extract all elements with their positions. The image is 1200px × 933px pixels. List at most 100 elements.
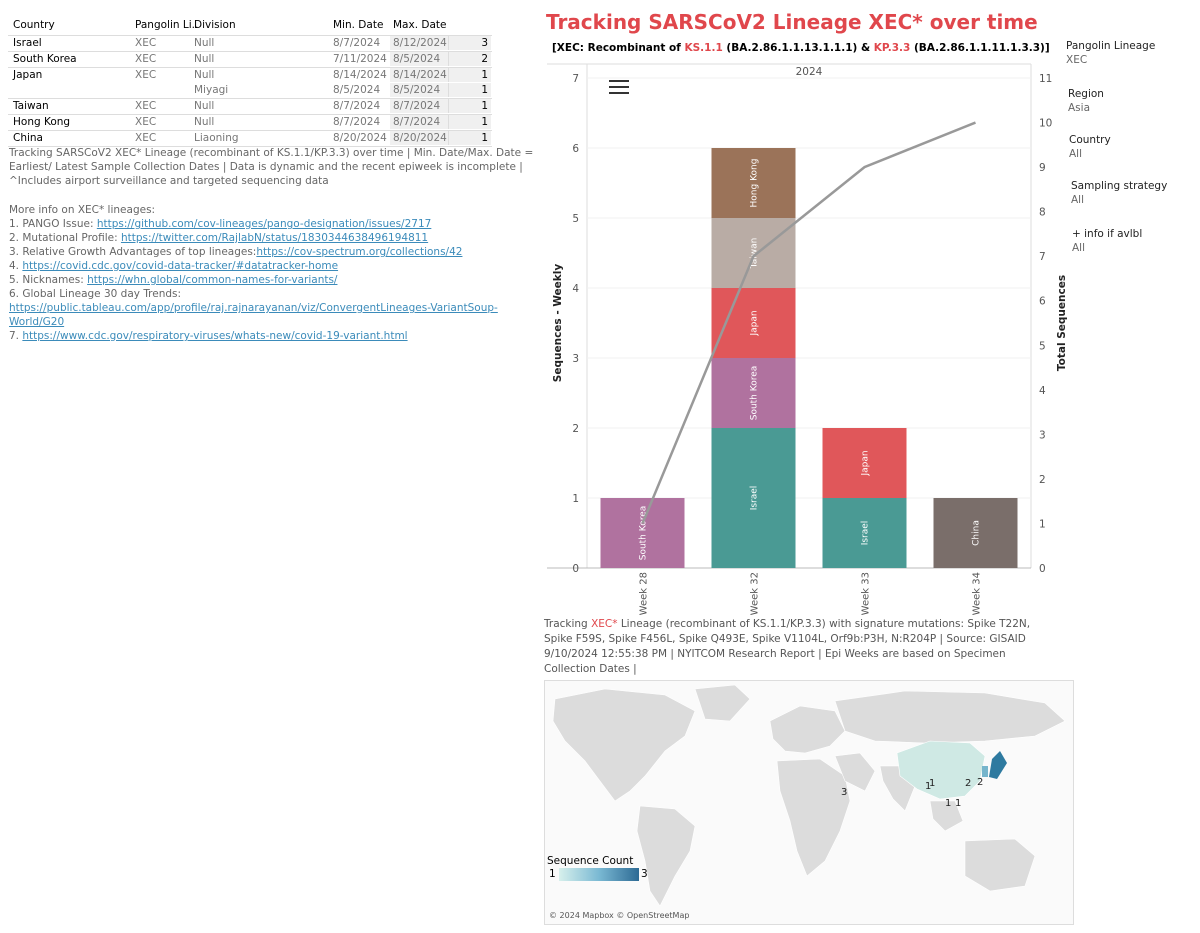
filter-value[interactable]: All	[1069, 148, 1083, 160]
table-row[interactable]: Hong Kong XEC Null 8/7/2024 8/7/2024 1	[8, 115, 492, 131]
item-link[interactable]: https://covid.cdc.gov/covid-data-tracker…	[22, 260, 339, 272]
map-attribution[interactable]: © 2024 Mapbox © OpenStreetMap	[549, 911, 690, 920]
row-max-date: 8/5/2024	[393, 84, 441, 96]
max-date-bg	[390, 115, 448, 129]
bar-segment[interactable]	[822, 428, 907, 498]
world-map-svg: 132 21 11	[552, 684, 1066, 907]
item-link[interactable]: https://public.tableau.com/app/profile/r…	[9, 302, 498, 328]
highlight-japan	[989, 751, 1007, 779]
y2-tick-label: 7	[1039, 251, 1046, 263]
footer-pre: Tracking	[544, 618, 592, 630]
subtitle-ks: KS.1.1	[684, 42, 723, 54]
bar-segment[interactable]	[711, 358, 796, 428]
bar-segment[interactable]	[933, 498, 1018, 568]
filter-4[interactable]: + info if avlbl All	[1072, 228, 1142, 254]
table-row[interactable]: South Korea XEC Null 7/11/2024 8/5/2024 2	[8, 52, 492, 68]
filter-label: Country	[1069, 134, 1111, 146]
row-division: Null	[194, 53, 215, 65]
item-link[interactable]: https://github.com/cov-lineages/pango-de…	[96, 218, 432, 230]
row-min-date: 8/7/2024	[333, 100, 381, 112]
item-link[interactable]: https://cov-spectrum.org/collections/42	[256, 246, 463, 258]
map-count-label: 3	[841, 787, 847, 798]
more-info-item: 2. Mutational Profile: https://twitter.c…	[9, 231, 534, 245]
y2-tick-label: 6	[1039, 296, 1046, 308]
table-row[interactable]: Israel XEC Null 8/7/2024 8/12/2024 3	[8, 36, 492, 52]
landmass-russia	[834, 690, 1066, 744]
bar-segment-label: China	[972, 520, 982, 546]
row-division: Null	[194, 116, 215, 128]
bar-segment[interactable]	[711, 218, 796, 288]
col-division[interactable]: Division	[194, 19, 236, 31]
row-max-date: 8/5/2024	[393, 53, 441, 65]
filter-value[interactable]: All	[1071, 194, 1085, 206]
col-max-date[interactable]: Max. Date	[393, 19, 447, 31]
y-tick-label: 0	[572, 563, 579, 575]
legend-min: 1	[549, 868, 556, 880]
row-min-date: 8/14/2024	[333, 69, 387, 81]
row-max-date: 8/7/2024	[393, 116, 441, 128]
bar-segment[interactable]	[711, 428, 796, 568]
bar-segment-label: Taiwan	[750, 238, 760, 270]
menu-icon[interactable]	[609, 80, 629, 82]
table-row[interactable]: China XEC Liaoning 8/20/2024 8/20/2024 1	[8, 131, 492, 147]
legend-max: 3	[641, 868, 648, 880]
item-prefix: 1. PANGO Issue:	[9, 218, 97, 230]
filter-0[interactable]: Pangolin Lineage XEC	[1066, 40, 1155, 66]
bar-segment-label: Israel	[750, 486, 760, 511]
bar-segment-label: Israel	[861, 521, 871, 546]
filter-value[interactable]: XEC	[1066, 54, 1088, 66]
item-prefix: 4.	[9, 260, 23, 272]
item-prefix: 2. Mutational Profile:	[9, 232, 121, 244]
table-row[interactable]: Japan XEC Null 8/14/2024 8/14/2024 1	[8, 68, 492, 83]
total-sequences-line[interactable]	[641, 121, 976, 524]
row-division: Null	[194, 100, 215, 112]
col-min-date[interactable]: Min. Date	[333, 19, 384, 31]
y2-tick-label: 11	[1039, 73, 1052, 85]
map-count-label: 1	[955, 798, 961, 809]
y-tick-label: 6	[572, 143, 579, 155]
subtitle-kp: KP.3.3	[873, 42, 911, 54]
col-pango[interactable]: Pangolin Li..	[135, 19, 199, 31]
bar-segment[interactable]	[711, 148, 796, 218]
more-info-item: 7. https://www.cdc.gov/respiratory-virus…	[9, 329, 534, 343]
more-info-item: 5. Nicknames: https://whn.global/common-…	[9, 273, 534, 287]
menu-icon[interactable]	[609, 86, 629, 88]
row-min-date: 8/5/2024	[333, 84, 381, 96]
item-link[interactable]: https://www.cdc.gov/respiratory-viruses/…	[22, 330, 408, 342]
row-pango: XEC	[135, 100, 157, 112]
item-link[interactable]: https://whn.global/common-names-for-vari…	[87, 274, 338, 286]
chart-subtitle: [XEC: Recombinant of KS.1.1 (BA.2.86.1.1…	[552, 42, 1050, 54]
landmass-middle-east	[834, 752, 876, 792]
row-count: 1	[448, 131, 491, 145]
bar-segment[interactable]	[822, 498, 907, 568]
filter-1[interactable]: Region Asia	[1068, 88, 1104, 114]
landmass-north-america	[552, 688, 696, 802]
row-count: 1	[448, 115, 491, 129]
filter-2[interactable]: Country All	[1069, 134, 1111, 160]
col-country[interactable]: Country	[13, 19, 55, 31]
table-row[interactable]: Taiwan XEC Null 8/7/2024 8/7/2024 1	[8, 99, 492, 115]
filter-value[interactable]: Asia	[1068, 102, 1091, 114]
bar-segment-label: Japan	[861, 450, 871, 476]
filter-3[interactable]: Sampling strategy All	[1071, 180, 1167, 206]
more-info-item: 3. Relative Growth Advantages of top lin…	[9, 245, 534, 259]
map-count-label: 1	[945, 798, 951, 809]
y2-tick-label: 8	[1039, 207, 1046, 219]
landmass-greenland	[694, 684, 751, 722]
x-tick-label: Week 32	[750, 572, 761, 615]
filter-value[interactable]: All	[1072, 242, 1086, 254]
item-link[interactable]: https://twitter.com/RajlabN/status/18303…	[120, 232, 429, 244]
y2-tick-label: 3	[1039, 429, 1046, 441]
row-country: Japan	[13, 69, 43, 81]
chart-title: Tracking SARSCoV2 Lineage XEC* over time	[546, 10, 1038, 34]
filter-label: + info if avlbl	[1072, 228, 1143, 240]
bar-segment-label: Hong Kong	[750, 159, 760, 208]
row-max-date: 8/14/2024	[393, 69, 447, 81]
y-tick-label: 2	[572, 423, 579, 435]
bar-segment[interactable]	[600, 498, 685, 568]
table-row[interactable]: Miyagi 8/5/2024 8/5/2024 1	[8, 83, 492, 99]
x-tick-label: Week 34	[972, 572, 983, 615]
lineage-table: Country Pangolin Li.. Division Min. Date…	[8, 18, 492, 147]
menu-icon[interactable]	[609, 92, 629, 94]
